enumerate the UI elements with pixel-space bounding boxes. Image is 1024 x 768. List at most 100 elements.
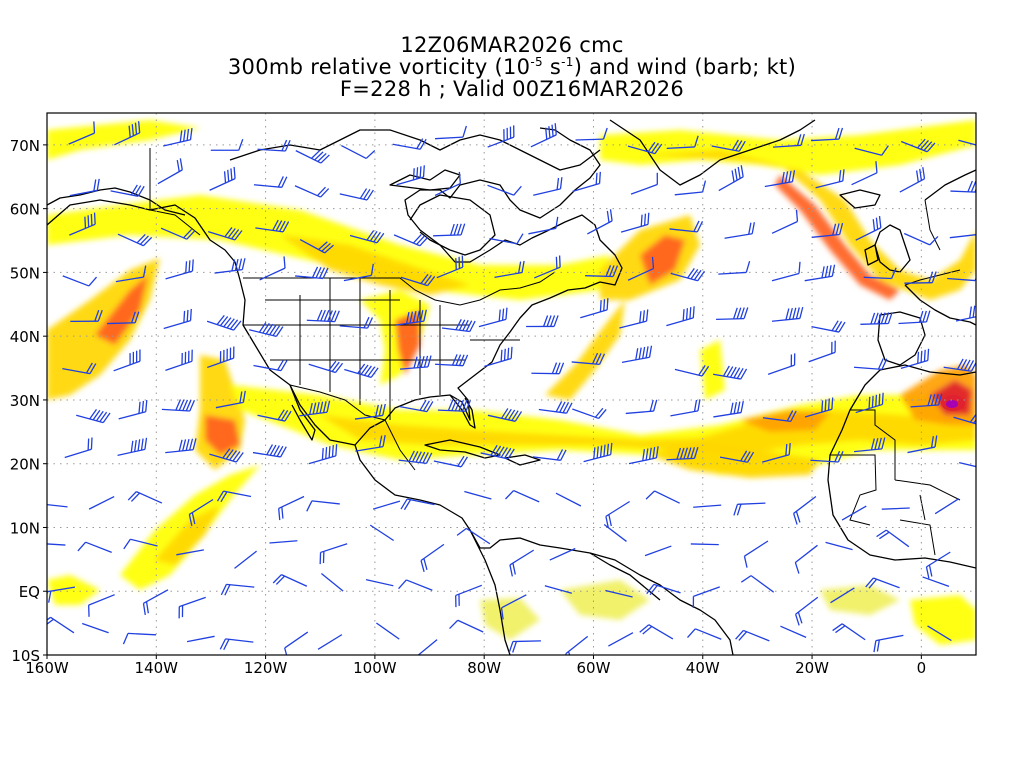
wind-barb — [178, 596, 206, 619]
wind-barb — [400, 498, 435, 511]
wind-barb — [645, 490, 680, 504]
wind-barb — [794, 544, 818, 574]
wind-barb — [904, 271, 937, 284]
wind-barb — [398, 579, 433, 591]
wind-barb — [435, 125, 468, 140]
wind-barb — [295, 266, 329, 280]
wind-barb — [804, 397, 834, 418]
wind-barb — [713, 365, 748, 380]
wind-barb — [646, 583, 681, 596]
central-america-coast — [354, 444, 734, 655]
wind-barb — [257, 139, 291, 152]
wind-barb — [207, 227, 243, 241]
wind-barb — [922, 576, 950, 587]
wind-barb — [209, 448, 244, 463]
wind-barb — [396, 165, 425, 186]
wind-barb — [415, 639, 438, 655]
wind-barb — [127, 491, 163, 504]
wind-barb — [163, 308, 192, 330]
wind-barb — [716, 307, 749, 321]
wind-barb — [480, 444, 515, 460]
wind-barb — [808, 340, 836, 363]
wind-barb — [113, 349, 141, 372]
wind-barb — [669, 220, 704, 233]
wind-barb — [627, 256, 655, 281]
lat-lon-grid — [47, 113, 976, 655]
wind-barb — [687, 628, 722, 640]
wind-barb — [811, 320, 846, 333]
wind-barb — [526, 315, 559, 328]
wind-barb — [855, 392, 884, 414]
wind-barb — [767, 353, 796, 375]
wind-barb — [161, 399, 196, 412]
wind-barb — [505, 489, 540, 503]
wind-barb — [209, 166, 236, 191]
wind-barb — [339, 316, 374, 329]
wind-barb — [899, 167, 926, 193]
wind-barb — [278, 495, 305, 521]
wind-barb — [555, 492, 582, 507]
wind-barb — [810, 450, 844, 463]
wind-barb — [534, 255, 561, 279]
wind-barb — [88, 496, 115, 510]
wind-barb — [47, 616, 75, 634]
wind-barb — [188, 498, 214, 526]
wind-barb — [399, 399, 434, 413]
wind-barb — [639, 624, 674, 640]
baja-california — [289, 384, 316, 441]
wind-barb — [876, 529, 910, 548]
wind-barb — [157, 158, 183, 185]
wind-barb — [571, 352, 606, 365]
wind-barb — [77, 541, 112, 553]
wind-barb — [851, 161, 878, 186]
wind-barb — [376, 622, 400, 640]
title-field-text-a: 300mb relative vorticity (10 — [227, 55, 531, 79]
south-america-east — [589, 552, 661, 601]
wind-barb — [341, 145, 376, 160]
wind-barb — [123, 538, 158, 550]
wind-barb — [456, 527, 491, 545]
wind-barb — [644, 545, 672, 557]
x-tick-label: 80W — [467, 659, 501, 677]
political-borders — [149, 148, 961, 556]
wind-barb — [630, 172, 658, 195]
wind-barb — [881, 507, 910, 510]
wind-barb — [950, 180, 976, 193]
wind-barb — [794, 596, 819, 626]
wind-barb — [572, 171, 601, 192]
wind-barb — [393, 234, 429, 247]
wind-barb — [365, 578, 394, 587]
y-axis: 70N 60N 50N 40N 30N 20N 10N EQ 10S — [10, 137, 47, 665]
wind-barb — [735, 629, 770, 642]
wind-barb — [142, 589, 169, 616]
wind-barb — [272, 574, 308, 587]
wind-barb — [900, 138, 936, 153]
wind-barb — [718, 165, 744, 192]
wind-barb — [306, 309, 340, 323]
wind-barb — [186, 635, 215, 643]
wind-barb — [165, 259, 194, 280]
wind-barb — [319, 543, 348, 565]
wind-barb — [398, 450, 433, 464]
wind-barb — [533, 177, 563, 196]
wind-barb — [811, 127, 844, 142]
wind-barb — [160, 227, 196, 240]
wind-barb — [259, 256, 286, 281]
wind-barb — [620, 212, 650, 233]
uk-ireland — [874, 224, 911, 273]
wind-barb — [369, 524, 395, 542]
wind-barb — [500, 594, 527, 620]
wind-barb — [308, 360, 344, 374]
wind-barb — [433, 455, 468, 468]
wind-barb — [538, 401, 573, 414]
wind-barb — [68, 121, 96, 145]
wind-barb — [619, 309, 649, 329]
wind-barb — [959, 462, 976, 470]
wind-barb — [396, 309, 427, 326]
wind-barb — [214, 258, 246, 274]
plot-frame — [46, 112, 977, 656]
wind-barb — [530, 123, 557, 148]
wind-barb — [718, 261, 751, 275]
y-tick-label: 20N — [10, 456, 40, 474]
wind-barbs — [47, 121, 976, 655]
